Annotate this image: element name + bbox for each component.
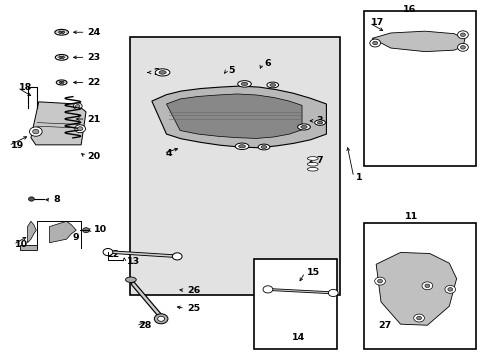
Text: 24: 24 [87, 28, 101, 37]
Text: 6: 6 [264, 59, 270, 68]
Ellipse shape [258, 144, 269, 150]
Text: 16: 16 [402, 5, 415, 14]
Polygon shape [166, 94, 302, 138]
Polygon shape [20, 244, 37, 250]
Ellipse shape [241, 82, 247, 86]
Text: 17: 17 [370, 18, 384, 27]
Circle shape [421, 282, 432, 290]
FancyBboxPatch shape [254, 259, 336, 348]
Circle shape [28, 197, 34, 201]
Ellipse shape [314, 120, 325, 125]
Circle shape [460, 33, 465, 37]
Polygon shape [371, 31, 464, 51]
FancyBboxPatch shape [363, 12, 475, 166]
Ellipse shape [307, 157, 318, 160]
Circle shape [29, 127, 42, 136]
Polygon shape [375, 252, 456, 325]
Circle shape [460, 45, 465, 49]
Text: 7: 7 [316, 156, 323, 165]
Ellipse shape [317, 121, 322, 124]
Circle shape [328, 289, 337, 297]
Ellipse shape [59, 31, 64, 33]
Text: 10: 10 [15, 240, 28, 249]
Circle shape [158, 316, 164, 321]
Ellipse shape [266, 82, 278, 88]
Polygon shape [49, 221, 76, 243]
Ellipse shape [300, 125, 306, 129]
Ellipse shape [155, 69, 169, 76]
Text: 23: 23 [87, 53, 101, 62]
Text: 21: 21 [87, 114, 101, 123]
FancyBboxPatch shape [363, 223, 475, 348]
Ellipse shape [237, 81, 251, 87]
Text: 13: 13 [126, 257, 140, 266]
Circle shape [424, 284, 429, 288]
Text: 20: 20 [87, 152, 101, 161]
Ellipse shape [297, 124, 310, 130]
Ellipse shape [235, 143, 248, 149]
Ellipse shape [55, 54, 68, 60]
Circle shape [33, 129, 39, 134]
Text: 9: 9 [73, 233, 80, 242]
Circle shape [103, 248, 113, 256]
Text: 5: 5 [228, 66, 234, 75]
Text: 14: 14 [291, 333, 305, 342]
Circle shape [377, 279, 382, 283]
Ellipse shape [159, 71, 166, 74]
Ellipse shape [56, 80, 67, 85]
Ellipse shape [307, 167, 318, 171]
Text: 4: 4 [165, 149, 172, 158]
Text: 2: 2 [153, 68, 159, 77]
Text: 3: 3 [316, 116, 323, 125]
Text: 18: 18 [19, 83, 33, 92]
Ellipse shape [125, 277, 136, 282]
Circle shape [444, 285, 455, 293]
Ellipse shape [307, 162, 318, 166]
Circle shape [457, 43, 468, 51]
Text: 11: 11 [405, 212, 418, 221]
Circle shape [447, 288, 452, 291]
Text: 28: 28 [138, 321, 151, 330]
Circle shape [75, 125, 85, 133]
Circle shape [369, 39, 380, 47]
Ellipse shape [261, 145, 266, 148]
Text: 25: 25 [186, 304, 200, 313]
Circle shape [374, 277, 385, 285]
Circle shape [77, 127, 82, 131]
Circle shape [73, 103, 82, 109]
Circle shape [172, 253, 182, 260]
Circle shape [413, 314, 424, 322]
Circle shape [416, 316, 421, 320]
Circle shape [263, 286, 272, 293]
Ellipse shape [55, 30, 68, 35]
Circle shape [75, 104, 80, 108]
Text: 1: 1 [355, 173, 362, 182]
Text: 8: 8 [53, 195, 60, 204]
Circle shape [457, 31, 468, 39]
Text: 12: 12 [107, 250, 120, 259]
Polygon shape [27, 221, 36, 243]
Ellipse shape [269, 84, 275, 86]
Text: 22: 22 [87, 78, 101, 87]
Text: 26: 26 [186, 286, 200, 295]
Ellipse shape [59, 56, 64, 59]
Ellipse shape [238, 145, 245, 148]
Text: 15: 15 [306, 268, 319, 277]
FancyBboxPatch shape [130, 37, 339, 295]
Polygon shape [152, 86, 326, 148]
Text: 27: 27 [378, 321, 391, 330]
Polygon shape [31, 102, 86, 145]
Text: 19: 19 [10, 141, 23, 150]
Ellipse shape [59, 81, 64, 84]
Text: 10: 10 [94, 225, 107, 234]
Circle shape [82, 228, 89, 233]
Circle shape [154, 314, 167, 324]
Circle shape [372, 41, 377, 45]
